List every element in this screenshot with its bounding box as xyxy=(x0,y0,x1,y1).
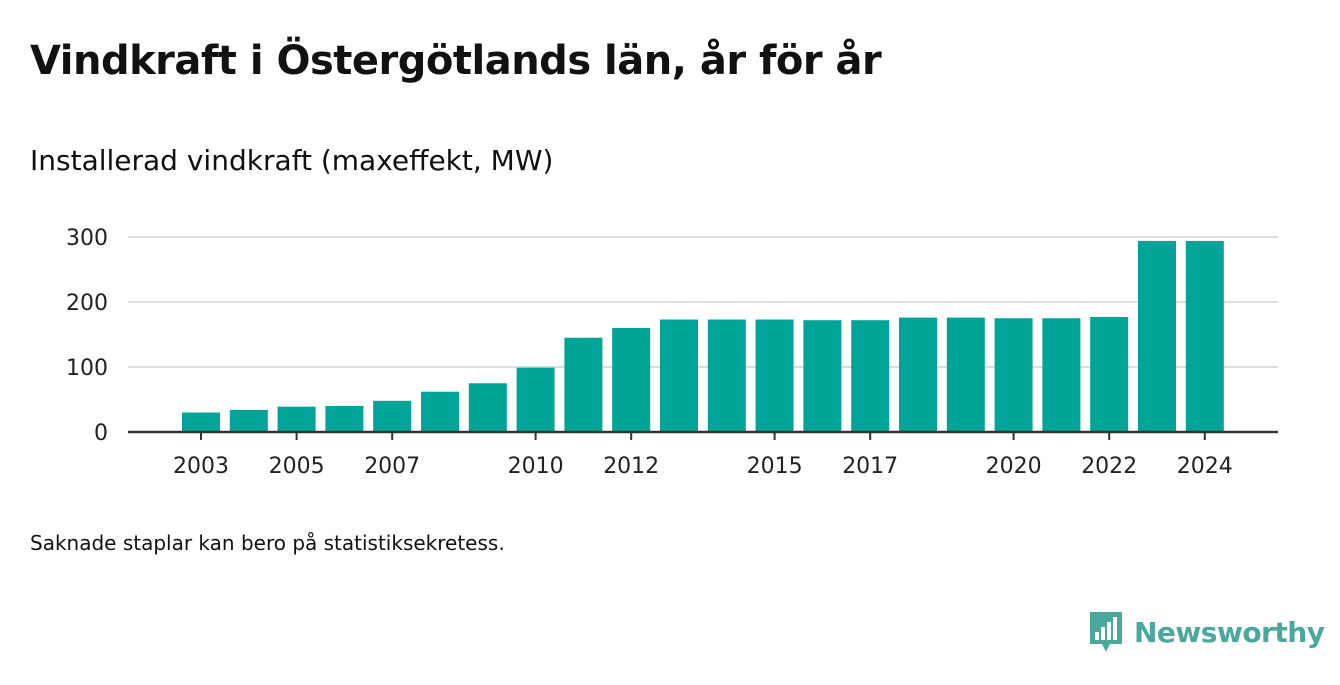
x-tick-label: 2003 xyxy=(173,454,229,479)
bar xyxy=(277,406,316,432)
bar xyxy=(1138,240,1176,432)
bar xyxy=(994,318,1033,432)
bar xyxy=(421,391,459,432)
x-tick-label: 2020 xyxy=(986,454,1042,479)
x-tick-label: 2012 xyxy=(603,454,659,479)
y-tick-label: 300 xyxy=(66,226,108,251)
y-tick-label: 100 xyxy=(66,356,108,381)
brand-logo[interactable]: Newsworthy xyxy=(1088,610,1325,654)
bar xyxy=(229,409,268,432)
x-tick-label: 2022 xyxy=(1081,454,1137,479)
bar xyxy=(851,320,890,432)
bar xyxy=(946,317,985,432)
bar xyxy=(1042,318,1081,432)
x-tick-label: 2015 xyxy=(747,454,803,479)
bar xyxy=(468,383,507,432)
x-tick-label: 2017 xyxy=(842,454,898,479)
chart-subtitle: Installerad vindkraft (maxeffekt, MW) xyxy=(30,144,554,177)
footnote: Saknade staplar kan bero på statistiksek… xyxy=(30,531,505,555)
bar xyxy=(803,320,842,432)
bar xyxy=(1090,316,1129,432)
bar xyxy=(564,337,603,432)
chart-title: Vindkraft i Östergötlands län, år för år xyxy=(30,38,882,84)
x-tick-label: 2010 xyxy=(508,454,564,479)
bar xyxy=(755,319,794,432)
bar xyxy=(1185,240,1224,432)
y-tick-label: 200 xyxy=(66,291,108,316)
x-tick-label: 2024 xyxy=(1177,454,1233,479)
bar xyxy=(182,412,220,432)
bar xyxy=(899,317,937,432)
bar xyxy=(707,319,746,432)
bar-chart-speech-bubble-icon xyxy=(1090,612,1122,652)
bar xyxy=(373,400,412,432)
y-tick-label: 0 xyxy=(94,421,108,446)
x-tick-label: 2005 xyxy=(269,454,325,479)
bar xyxy=(325,406,364,432)
bar xyxy=(516,367,555,432)
brand-name: Newsworthy xyxy=(1134,615,1325,649)
bar xyxy=(612,328,651,432)
x-tick-label: 2007 xyxy=(364,454,420,479)
bar-chart: 0 100 200 300 2003 2005 2007 2010 2012 2015 2017 20… xyxy=(66,226,1278,479)
bar xyxy=(660,319,698,432)
